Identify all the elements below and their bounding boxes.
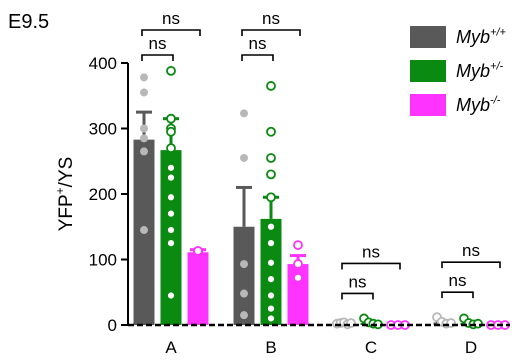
data-point: [140, 73, 148, 82]
data-point: [240, 260, 248, 269]
data-point: [473, 318, 483, 329]
data-point: [166, 208, 176, 219]
x-tick-label: B: [265, 338, 276, 357]
bar-B-series-1: [260, 218, 282, 325]
data-point: [166, 113, 176, 124]
data-point: [166, 65, 176, 76]
y-axis-label-group: YFP+/YS: [53, 157, 77, 232]
x-tick-label: A: [165, 338, 177, 357]
data-point: [266, 274, 276, 285]
data-point: [166, 172, 176, 183]
y-axis-label: YFP+/YS: [53, 157, 77, 232]
data-point: [140, 124, 148, 133]
bar-B-series-0: [233, 226, 255, 325]
data-point: [140, 88, 148, 97]
significance-bracket: [441, 261, 501, 269]
data-point: [266, 169, 276, 180]
significance-label: ns: [162, 9, 180, 28]
data-point: [266, 238, 276, 249]
legend-swatch-1: [410, 60, 446, 82]
significance-label: ns: [362, 242, 380, 261]
legend-label-0: Myb+/+: [456, 26, 506, 47]
data-point: [266, 313, 276, 324]
significance-label: ns: [349, 272, 367, 291]
bar-A-series-2: [187, 252, 209, 325]
data-point: [166, 290, 176, 301]
significance-label: ns: [249, 34, 267, 53]
significance-label: ns: [449, 271, 467, 290]
significance-bracket: [441, 291, 474, 299]
data-point: [266, 303, 276, 314]
significance-label: ns: [149, 34, 167, 53]
data-point: [140, 134, 148, 143]
significance-bracket: [241, 29, 301, 36]
data-point: [166, 162, 176, 173]
data-point: [266, 290, 276, 301]
data-point: [293, 259, 303, 269]
data-point: [266, 221, 276, 232]
data-point: [193, 246, 203, 256]
data-point: [166, 225, 176, 235]
data-point: [240, 311, 248, 320]
significance-bracket: [141, 29, 201, 36]
data-point: [293, 272, 303, 283]
x-tick-label: C: [365, 338, 377, 357]
y-tick-label: 200: [89, 185, 117, 204]
y-tick-label: 0: [108, 316, 117, 335]
significance-bracket: [341, 262, 401, 270]
data-point: [266, 192, 276, 203]
data-point: [240, 109, 248, 118]
data-point: [240, 289, 248, 298]
significance-label: ns: [262, 9, 280, 28]
bar-A-series-1: [160, 150, 182, 325]
data-point: [166, 143, 176, 154]
data-point: [266, 126, 276, 137]
data-point: [240, 153, 248, 162]
y-tick-label: 300: [89, 120, 117, 139]
data-point: [166, 238, 176, 249]
significance-bracket: [141, 54, 174, 61]
data-point: [166, 192, 176, 203]
data-point: [266, 153, 276, 163]
data-point: [266, 81, 276, 91]
panel-label: E9.5: [8, 11, 49, 33]
legend-label-2: Myb-/-: [456, 94, 501, 115]
x-tick-label: D: [465, 338, 477, 357]
bar-B-series-2: [287, 264, 309, 325]
significance-bracket: [241, 54, 274, 61]
y-tick-label: 400: [89, 54, 117, 73]
legend-swatch-0: [410, 26, 446, 48]
significance-label: ns: [462, 241, 480, 260]
data-point: [293, 240, 303, 250]
data-point: [166, 126, 176, 137]
significance-bracket: [341, 292, 374, 300]
legend-label-1: Myb+/-: [456, 60, 503, 81]
data-point: [140, 226, 148, 235]
data-point: [140, 147, 148, 156]
y-tick-label: 100: [89, 251, 117, 270]
data-point: [266, 257, 276, 268]
legend-swatch-2: [410, 94, 446, 116]
